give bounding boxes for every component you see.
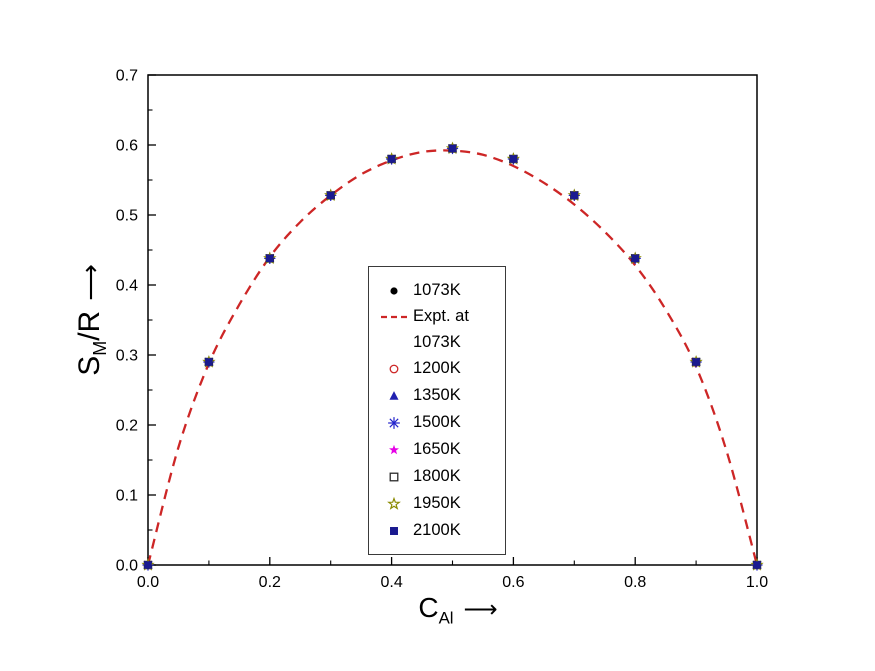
right-arrow-icon: ⟶ [463, 595, 498, 623]
filled-triangle-marker [389, 390, 399, 400]
y-tick-label: 0.2 [116, 418, 138, 435]
legend-entry: Expt. at 1073K [379, 304, 501, 355]
legend-entry: 1500K [379, 409, 501, 436]
legend-entry: 1073K [379, 277, 501, 304]
y-axis-label-rest: /R [73, 310, 106, 341]
open-square-marker [389, 472, 399, 482]
y-axis-label-subscript: M [90, 340, 110, 356]
x-tick-label: 1.0 [746, 574, 768, 591]
up-arrow-icon: ⟶ [76, 264, 106, 301]
y-tick-label: 0.7 [116, 68, 138, 85]
asterisk-icon [388, 416, 400, 429]
filled-square-marker [390, 526, 398, 535]
legend-label: Expt. at 1073K [413, 307, 469, 351]
legend-entry: 1800K [379, 463, 501, 490]
filled-square-marker [753, 561, 761, 569]
legend-entry: 1950K [379, 490, 501, 517]
y-tick-label: 0.0 [116, 558, 138, 575]
legend-label: 1500K [413, 412, 461, 431]
legend-label: 1650K [413, 439, 461, 458]
filled-square-marker [205, 358, 213, 366]
x-tick-label: 0.4 [380, 574, 402, 591]
asterisk-marker [389, 418, 399, 428]
open-circle-marker [389, 364, 399, 374]
legend-label: 1200K [413, 358, 461, 377]
x-tick-label: 0.6 [502, 574, 524, 591]
filled-square-marker [144, 561, 152, 569]
open-star-marker [387, 496, 401, 510]
legend: 1073K Expt. at 1073K 1200K 1350K 1500K 1650K 1… [368, 266, 506, 556]
legend-entry: 1350K [379, 382, 501, 409]
filled-square-marker [448, 144, 457, 153]
x-axis-label-subscript: Al [438, 608, 454, 628]
filled-triangle-icon [389, 390, 399, 400]
legend-label: 1073K [413, 280, 461, 299]
filled-square-marker [387, 155, 396, 163]
y-tick-label: 0.6 [116, 138, 138, 155]
y-tick-label: 0.3 [116, 348, 138, 365]
filled-star-marker [389, 444, 399, 454]
legend-label: 1350K [413, 385, 461, 404]
x-tick-label: 0.8 [624, 574, 646, 591]
dashed-line-icon [381, 315, 407, 319]
legend-entry: 1650K [379, 436, 501, 463]
y-axis-label: SM/R ⟶ [73, 264, 110, 376]
legend-entry: 2100K [379, 517, 501, 544]
legend-label: 1800K [413, 466, 461, 485]
filled-square-marker [692, 358, 700, 366]
filled-square-marker [509, 155, 518, 163]
filled-square-marker [266, 254, 274, 263]
filled-square-marker [570, 191, 579, 200]
y-axis-label-symbol: S [73, 355, 106, 376]
legend-label: 1950K [413, 493, 461, 512]
x-axis-label-symbol: C [418, 592, 439, 623]
y-tick-label: 0.5 [116, 208, 138, 225]
filled-circle-icon [390, 286, 398, 295]
open-circle-icon [389, 364, 399, 374]
filled-square-marker [631, 254, 639, 263]
filled-circle-marker [390, 286, 398, 295]
filled-star-icon [389, 444, 399, 454]
legend-entry: 1200K [379, 355, 501, 382]
filled-square-icon [390, 526, 398, 535]
filled-square-marker [326, 191, 335, 200]
y-tick-label: 0.1 [116, 488, 138, 505]
open-star-icon [387, 496, 401, 510]
y-tick-label: 0.4 [116, 278, 138, 295]
x-tick-label: 0.0 [137, 574, 159, 591]
open-square-icon [389, 472, 399, 482]
x-axis-label: CAl ⟶ [418, 592, 498, 626]
x-tick-label: 0.2 [259, 574, 281, 591]
legend-label: 2100K [413, 520, 461, 539]
